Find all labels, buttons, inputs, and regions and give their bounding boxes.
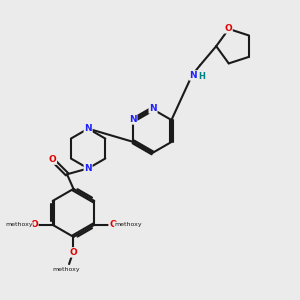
Text: O: O <box>109 220 117 229</box>
Text: O: O <box>49 155 56 164</box>
Text: N: N <box>84 124 92 133</box>
Text: methoxy: methoxy <box>114 222 142 227</box>
Text: methoxy: methoxy <box>52 267 80 272</box>
Text: O: O <box>70 248 77 257</box>
Text: N: N <box>129 115 137 124</box>
Text: N: N <box>190 71 197 80</box>
Text: O: O <box>224 24 232 33</box>
Text: H: H <box>199 72 206 81</box>
Text: N: N <box>149 104 157 113</box>
Text: N: N <box>84 164 92 173</box>
Text: methoxy: methoxy <box>5 222 33 227</box>
Text: O: O <box>30 220 38 229</box>
